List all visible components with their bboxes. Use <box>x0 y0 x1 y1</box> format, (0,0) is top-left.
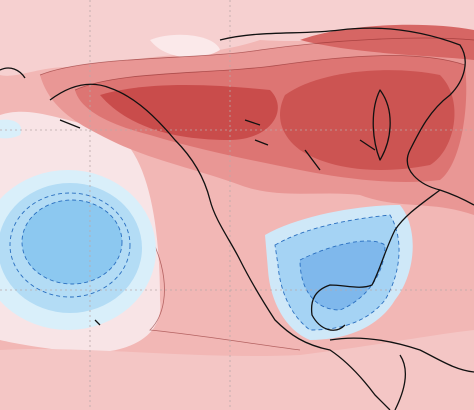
light-band <box>0 0 474 76</box>
contour <box>274 214 400 331</box>
warm-core <box>280 70 455 170</box>
coastline <box>394 354 407 410</box>
coastline <box>0 67 101 326</box>
coastline <box>219 27 474 206</box>
contour <box>21 199 123 285</box>
cold-core <box>300 240 385 310</box>
cold-anomaly <box>0 119 22 139</box>
coastline <box>244 119 376 171</box>
coastline <box>310 189 441 331</box>
contour <box>9 192 131 298</box>
cold-core <box>22 200 122 284</box>
warm-anomaly <box>300 24 474 60</box>
light-patch <box>150 34 220 58</box>
coastline <box>372 89 391 161</box>
contour <box>39 37 474 76</box>
light-band <box>0 330 474 410</box>
coastline <box>329 337 474 373</box>
warm-core <box>100 85 278 140</box>
contour <box>74 55 466 91</box>
coastline <box>49 83 391 410</box>
